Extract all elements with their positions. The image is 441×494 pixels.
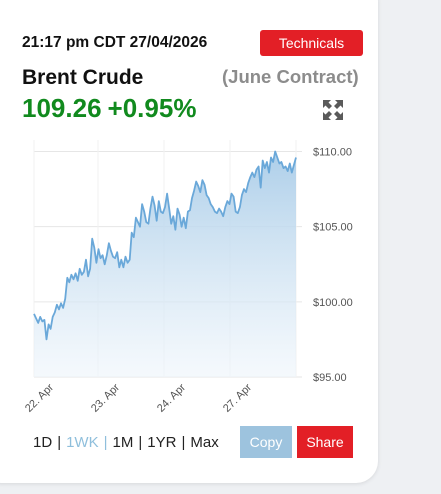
period-max[interactable]: Max [190,434,219,451]
y-tick-label: $105.00 [313,222,353,234]
period-1m[interactable]: 1M [112,434,134,451]
price-chart[interactable]: $110.00 $105.00 $100.00 $95.00 22. Apr 23. A… [0,130,441,430]
expand-arrows-icon[interactable] [322,99,344,121]
y-tick-label: $95.00 [313,372,347,384]
x-tick-label: 27. Apr [221,381,254,414]
copy-button[interactable]: Copy [240,426,292,458]
period-separator: | [138,434,143,451]
timestamp: 21:17 pm CDT 27/04/2026 [22,34,208,51]
price-line: 109.26 +0.95% [22,93,202,124]
x-tick-label: 22. Apr [23,381,56,414]
technicals-button[interactable]: Technicals [260,30,363,56]
instrument-name: Brent Crude [22,66,144,89]
share-button[interactable]: Share [297,426,353,458]
period-1wk[interactable]: 1WK [66,434,99,451]
period-1d[interactable]: 1D [33,434,53,451]
price-line-series [33,150,297,341]
price-area [34,151,296,377]
price-change: +0.95% [107,93,197,123]
period-separator: | [57,434,62,451]
x-tick-label: 24. Apr [155,381,188,414]
y-tick-label: $110.00 [313,147,352,159]
price-chart-svg: $110.00 $105.00 $100.00 $95.00 22. Apr 23. A… [23,140,353,415]
period-separator: | [103,434,108,451]
contract-label: (June Contract) [222,66,359,87]
y-tick-label: $100.00 [313,297,353,309]
x-tick-label: 23. Apr [89,381,122,414]
price-value: 109.26 [22,93,102,123]
period-separator: | [181,434,186,451]
period-1yr[interactable]: 1YR [147,434,177,451]
period-selector: 1D | 1WK | 1M | 1YR | Max [33,434,219,451]
